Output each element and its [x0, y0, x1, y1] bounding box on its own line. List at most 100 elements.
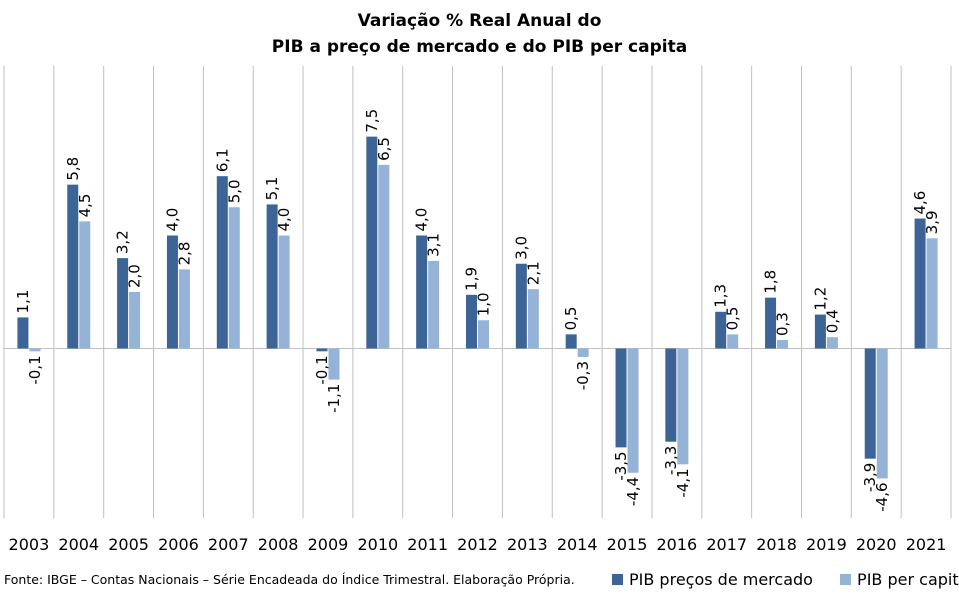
data-label-series-1-2016: -3,3 — [662, 446, 680, 475]
bar-series-1-2010 — [366, 136, 378, 349]
bar-series-1-2007 — [216, 176, 228, 349]
data-label-series-1-2021: 4,6 — [911, 191, 929, 215]
bar-series-2-2006 — [178, 269, 190, 349]
data-label-series-2-2010: 6,5 — [375, 137, 393, 161]
data-label-series-1-2006: 4,0 — [163, 208, 181, 232]
x-tick-label-2018: 2018 — [756, 535, 797, 554]
bar-series-1-2005 — [117, 258, 129, 349]
bar-series-1-2011 — [416, 235, 428, 349]
data-label-series-1-2018: 1,8 — [762, 270, 780, 294]
bar-series-1-2018 — [765, 297, 777, 349]
x-tick-label-2014: 2014 — [557, 535, 598, 554]
data-label-series-1-2007: 6,1 — [213, 148, 231, 172]
bar-series-1-2013 — [515, 263, 527, 349]
data-label-series-2-2018: 0,3 — [774, 312, 792, 336]
data-label-series-2-2003: -0,1 — [26, 355, 44, 384]
x-tick-label-2007: 2007 — [208, 535, 249, 554]
data-label-series-2-2006: 2,8 — [175, 242, 193, 266]
chart-title-line-1: Variação % Real Anual do — [357, 11, 602, 31]
data-label-series-1-2010: 7,5 — [363, 109, 381, 133]
bar-series-2-2007 — [228, 207, 240, 349]
x-tick-label-2016: 2016 — [657, 535, 698, 554]
bar-series-1-2006 — [166, 235, 178, 349]
data-label-series-1-2003: 1,1 — [14, 290, 32, 314]
x-tick-label-2017: 2017 — [706, 535, 747, 554]
bar-series-2-2015 — [627, 348, 639, 473]
x-tick-label-2013: 2013 — [507, 535, 548, 554]
x-tick-label-2009: 2009 — [308, 535, 349, 554]
bar-series-1-2009 — [316, 348, 328, 352]
bar-series-2-2012 — [478, 320, 489, 349]
bar-series-2-2019 — [826, 337, 838, 349]
data-label-series-2-2011: 3,1 — [425, 233, 443, 257]
data-label-series-1-2019: 1,2 — [811, 287, 829, 311]
source-note: Fonte: IBGE – Contas Nacionais – Série E… — [4, 572, 575, 587]
x-tick-label-2021: 2021 — [906, 535, 947, 554]
bar-series-2-2016 — [677, 348, 689, 465]
data-label-series-2-2016: -4,1 — [674, 468, 692, 497]
data-label-series-2-2012: 1,0 — [475, 292, 493, 316]
legend: PIB preços de mercado PIB per capita — [612, 570, 959, 589]
data-label-series-2-2019: 0,4 — [823, 309, 841, 333]
data-label-series-2-2008: 4,0 — [275, 208, 293, 232]
bar-series-2-2014 — [577, 348, 589, 357]
bar-series-1-2012 — [466, 294, 477, 349]
data-label-series-2-2020: -4,6 — [873, 482, 891, 511]
bar-series-2-2013 — [527, 289, 539, 349]
data-label-series-1-2012: 1,9 — [463, 267, 481, 291]
x-tick-label-2005: 2005 — [108, 535, 149, 554]
x-tick-label-2003: 2003 — [9, 535, 50, 554]
data-label-series-1-2014: 0,5 — [562, 307, 580, 331]
data-label-series-1-2020: -3,9 — [861, 463, 879, 492]
bar-series-1-2008 — [266, 204, 278, 349]
data-label-series-2-2009: -1,1 — [325, 384, 343, 413]
data-label-series-2-2017: 0,5 — [724, 307, 742, 331]
bar-series-2-2020 — [876, 348, 888, 479]
bar-series-1-2014 — [565, 334, 577, 349]
bar-series-1-2004 — [67, 184, 79, 349]
data-label-series-1-2013: 3,0 — [512, 236, 530, 260]
bar-series-2-2010 — [378, 164, 390, 349]
data-label-series-2-2013: 2,1 — [524, 261, 542, 285]
bar-series-1-2021 — [914, 218, 926, 349]
x-tick-label-2008: 2008 — [258, 535, 299, 554]
bar-series-2-2018 — [777, 340, 789, 349]
data-label-series-2-2004: 4,5 — [76, 194, 94, 218]
data-label-series-1-2004: 5,8 — [64, 157, 82, 181]
bar-series-2-2009 — [328, 348, 340, 380]
bar-series-2-2021 — [926, 238, 938, 349]
chart-title-line-2: PIB a preço de mercado e do PIB per capi… — [271, 37, 688, 57]
bar-series-1-2019 — [814, 314, 826, 349]
data-label-series-2-2021: 3,9 — [923, 210, 941, 234]
data-label-series-2-2007: 5,0 — [225, 179, 243, 203]
x-tick-label-2010: 2010 — [357, 535, 398, 554]
data-label-series-2-2014: -0,3 — [574, 361, 592, 390]
x-tick-label-2011: 2011 — [407, 535, 448, 554]
data-label-series-1-2017: 1,3 — [712, 284, 730, 308]
bar-series-1-2020 — [864, 348, 876, 459]
bar-series-1-2016 — [665, 348, 677, 442]
bar-series-2-2003 — [29, 348, 41, 352]
x-tick-label-2020: 2020 — [856, 535, 897, 554]
x-tick-label-2006: 2006 — [158, 535, 199, 554]
data-label-series-2-2015: -4,4 — [624, 477, 642, 506]
legend-label-series-1: PIB preços de mercado — [629, 570, 813, 589]
bar-series-2-2011 — [428, 260, 440, 349]
chart-title: Variação % Real Anual do PIB a preço de … — [0, 8, 959, 60]
data-label-series-1-2009: -0,1 — [313, 355, 331, 384]
bar-series-2-2008 — [278, 235, 290, 349]
bar-series-2-2017 — [727, 334, 739, 349]
data-label-series-2-2005: 2,0 — [126, 264, 144, 288]
legend-item-series-2: PIB per capita — [840, 570, 959, 589]
data-label-series-1-2015: -3,5 — [612, 451, 630, 480]
legend-item-series-1: PIB preços de mercado — [612, 570, 813, 589]
data-label-series-1-2011: 4,0 — [413, 208, 431, 232]
legend-swatch-series-2 — [840, 574, 852, 585]
legend-swatch-series-1 — [612, 574, 623, 585]
bar-series-1-2015 — [615, 348, 627, 448]
bar-series-1-2003 — [17, 317, 29, 349]
x-tick-label-2004: 2004 — [58, 535, 99, 554]
x-tick-label-2015: 2015 — [607, 535, 648, 554]
bar-series-1-2017 — [715, 311, 727, 349]
